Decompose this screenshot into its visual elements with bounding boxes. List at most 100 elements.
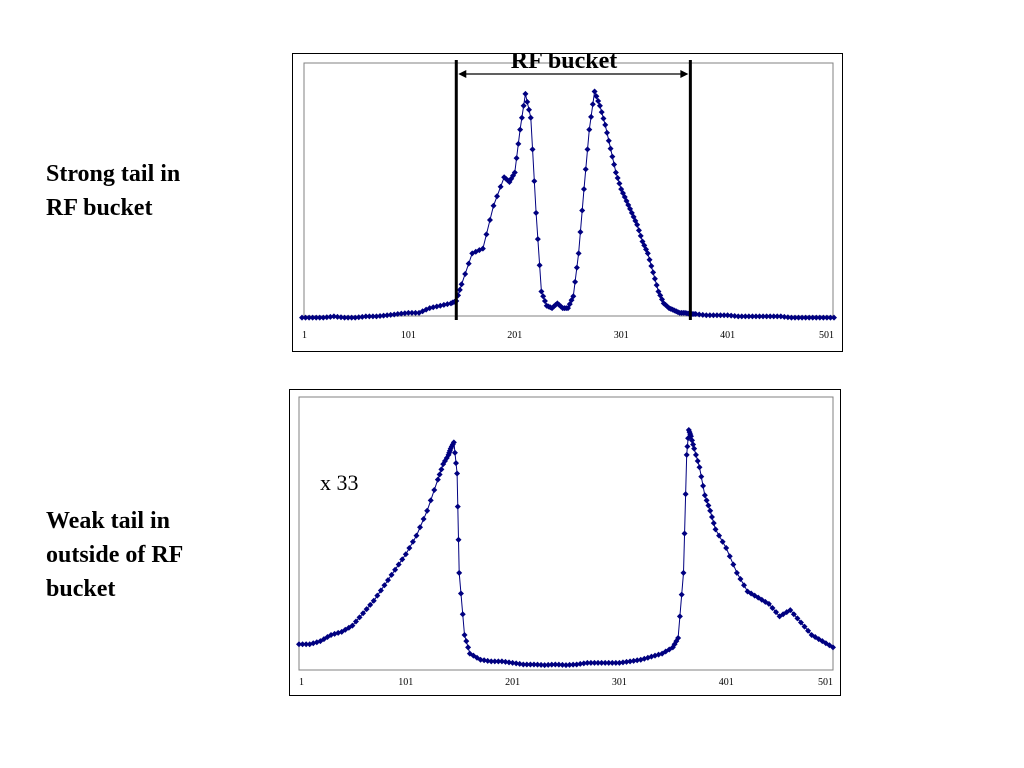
bottom-data-point bbox=[377, 587, 384, 594]
bottom-data-point bbox=[441, 458, 448, 465]
bottom-data-point bbox=[367, 601, 374, 608]
bottom-data-point bbox=[417, 524, 424, 531]
bottom-data-point bbox=[409, 538, 416, 545]
bottom-data-point bbox=[548, 661, 555, 668]
top-data-point bbox=[721, 312, 728, 319]
top-data-point bbox=[831, 314, 837, 321]
top-data-point bbox=[658, 296, 665, 303]
top-data-point bbox=[703, 312, 710, 319]
bottom-data-point bbox=[678, 591, 685, 598]
bottom-data-point bbox=[392, 566, 399, 573]
bottom-data-point bbox=[694, 458, 701, 465]
bottom-data-point bbox=[627, 658, 634, 665]
bottom-data-point bbox=[780, 611, 787, 618]
bottom-data-point bbox=[703, 497, 710, 504]
top-plot-frame bbox=[303, 62, 834, 317]
bottom-data-point bbox=[541, 662, 548, 669]
bottom-data-point bbox=[696, 464, 703, 471]
top-data-point bbox=[497, 183, 504, 190]
bottom-data-point bbox=[741, 582, 747, 589]
top-data-point bbox=[518, 114, 525, 121]
top-data-point bbox=[494, 193, 501, 200]
bottom-x-tick-label: 301 bbox=[612, 677, 627, 688]
top-data-point bbox=[745, 313, 752, 320]
top-data-point bbox=[520, 102, 527, 109]
bottom-data-point bbox=[299, 641, 306, 648]
bottom-x-tick-label: 201 bbox=[505, 677, 520, 688]
top-data-point bbox=[809, 314, 816, 321]
bottom-data-point bbox=[609, 659, 616, 666]
bottom-data-point bbox=[438, 466, 445, 473]
bottom-data-point bbox=[356, 614, 363, 621]
top-data-point bbox=[816, 314, 823, 321]
top-data-point bbox=[341, 314, 348, 321]
bottom-data-point bbox=[420, 516, 427, 523]
top-data-point bbox=[756, 313, 763, 320]
bottom-data-point bbox=[758, 596, 765, 603]
top-data-point bbox=[595, 98, 602, 105]
top-data-point bbox=[348, 314, 355, 321]
bottom-data-point bbox=[424, 507, 431, 514]
bottom-data-point bbox=[534, 661, 541, 668]
bottom-data-point bbox=[797, 619, 804, 626]
top-data-point bbox=[742, 313, 749, 320]
bottom-data-point bbox=[655, 651, 662, 658]
top-data-point bbox=[623, 198, 630, 204]
bottom-data-point bbox=[516, 660, 523, 667]
top-data-point bbox=[784, 314, 791, 321]
top-data-point bbox=[598, 109, 605, 116]
bottom-data-point bbox=[456, 569, 463, 576]
top-data-point bbox=[827, 314, 834, 321]
top-data-point bbox=[653, 282, 660, 289]
top-data-point bbox=[355, 314, 362, 321]
bottom-data-point bbox=[545, 661, 552, 668]
bottom-data-point bbox=[708, 513, 715, 520]
top-data-point bbox=[735, 313, 742, 320]
bottom-data-point bbox=[602, 659, 609, 666]
top-data-point bbox=[611, 161, 618, 168]
top-data-point bbox=[588, 113, 595, 120]
bottom-data-point bbox=[406, 545, 413, 551]
top-data-point bbox=[696, 311, 703, 318]
top-data-point bbox=[579, 207, 586, 214]
bottom-data-point bbox=[559, 661, 566, 668]
top-data-point bbox=[373, 313, 380, 320]
top-data-point bbox=[456, 286, 463, 293]
top-data-point bbox=[330, 313, 337, 320]
bottom-data-point bbox=[691, 445, 698, 452]
bottom-x-tick-label: 101 bbox=[398, 677, 413, 688]
bottom-data-point bbox=[762, 598, 769, 605]
top-data-point bbox=[362, 313, 369, 320]
strong-tail-chart: 1 101 201 301 401 501 RF bucket bbox=[292, 53, 843, 352]
bottom-data-point bbox=[335, 629, 342, 636]
bottom-data-point bbox=[619, 659, 626, 666]
bottom-data-point bbox=[716, 532, 723, 539]
top-data-point bbox=[637, 232, 644, 239]
bottom-data-point bbox=[363, 606, 370, 613]
bottom-data-point bbox=[509, 659, 516, 666]
top-data-point bbox=[323, 314, 330, 321]
top-data-point bbox=[513, 155, 520, 162]
top-data-point bbox=[419, 308, 426, 315]
bottom-data-point bbox=[584, 659, 591, 666]
top-data-point bbox=[479, 245, 486, 252]
top-data-point bbox=[593, 93, 600, 100]
bottom-data-point bbox=[370, 597, 377, 604]
bottom-data-point bbox=[342, 626, 349, 633]
top-data-point bbox=[767, 313, 774, 320]
bottom-data-point bbox=[451, 449, 458, 456]
bottom-data-point bbox=[566, 661, 573, 668]
bottom-data-point bbox=[466, 650, 473, 657]
bottom-data-point bbox=[530, 661, 537, 668]
bottom-data-point bbox=[605, 659, 612, 666]
bottom-caption-line-2: outside of RF bbox=[46, 542, 184, 568]
top-data-point bbox=[646, 256, 653, 263]
bottom-data-point bbox=[523, 661, 530, 668]
top-data-point bbox=[717, 312, 724, 319]
bottom-data-point bbox=[555, 661, 562, 668]
bottom-data-point bbox=[454, 503, 461, 510]
top-data-point bbox=[604, 129, 611, 136]
bottom-data-point bbox=[765, 600, 772, 607]
bottom-data-point bbox=[683, 451, 690, 458]
top-data-point bbox=[483, 231, 490, 238]
